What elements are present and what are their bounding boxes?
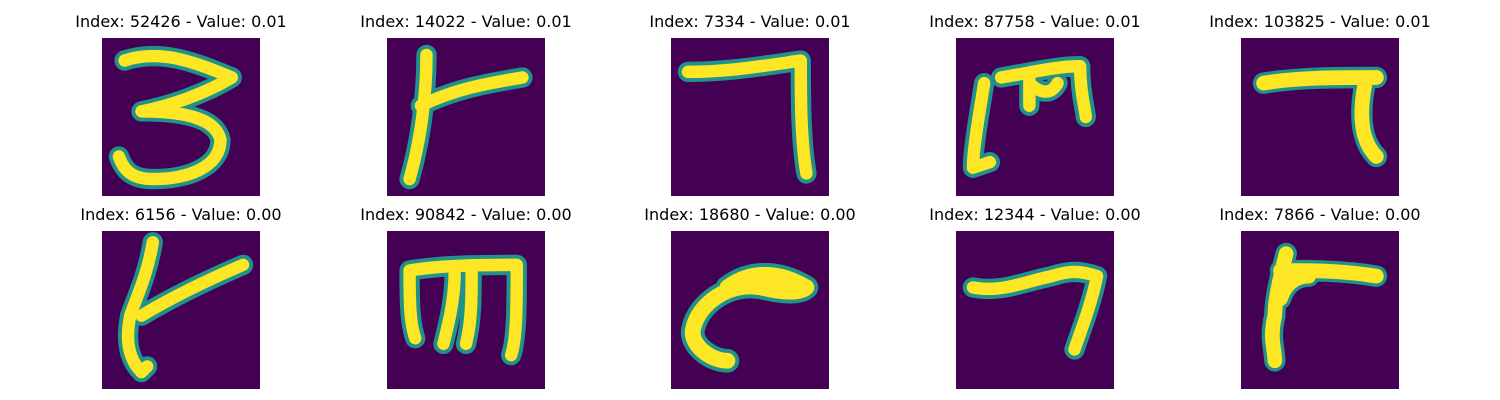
digit-image <box>1241 231 1399 389</box>
panel-title: Index: 7866 - Value: 0.00 <box>1219 205 1421 224</box>
panel-title: Index: 18680 - Value: 0.00 <box>644 205 856 224</box>
panel-title: Index: 90842 - Value: 0.00 <box>360 205 572 224</box>
panel-title: Index: 52426 - Value: 0.01 <box>75 12 287 31</box>
panel-title: Index: 103825 - Value: 0.01 <box>1209 12 1431 31</box>
panel-title: Index: 12344 - Value: 0.00 <box>929 205 1141 224</box>
panel-title: Index: 14022 - Value: 0.01 <box>360 12 572 31</box>
digit-image <box>956 231 1114 389</box>
panel-title: Index: 6156 - Value: 0.00 <box>80 205 282 224</box>
digit-image <box>671 38 829 196</box>
digit-image <box>1241 38 1399 196</box>
panel-title: Index: 87758 - Value: 0.01 <box>929 12 1141 31</box>
digit-image <box>671 231 829 389</box>
digit-image <box>387 231 545 389</box>
digit-image <box>387 38 545 196</box>
digit-image <box>102 38 260 196</box>
digit-image <box>102 231 260 389</box>
digit-image <box>956 38 1114 196</box>
panel-title: Index: 7334 - Value: 0.01 <box>649 12 851 31</box>
